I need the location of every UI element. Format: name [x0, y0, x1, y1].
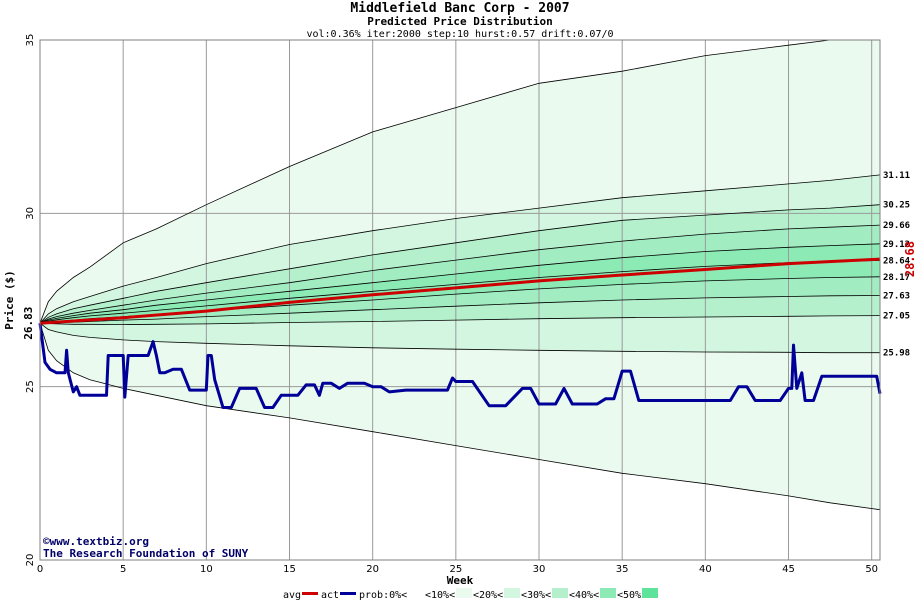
- y-tick-label: 20: [25, 554, 36, 567]
- percentile-labels: 31.11 30.25 29.66 29.12 28.64 28.17 27.63 27.05…: [883, 171, 911, 359]
- percentile-line: [39, 224, 881, 324]
- legend-line-swatch: [340, 592, 356, 595]
- x-tick-label: 15: [283, 564, 296, 575]
- y-axis-label: Price ($): [3, 270, 16, 330]
- probability-band: [40, 225, 880, 324]
- percentile-line: [39, 204, 881, 324]
- chart-subtitle: Predicted Price Distribution: [367, 15, 552, 28]
- percentile-label: 31.11: [883, 171, 910, 181]
- percentile-label: 25.98: [883, 349, 910, 359]
- percentile-lines: [39, 39, 881, 511]
- legend-color-swatch: [642, 588, 658, 598]
- percentile-label: 27.05: [883, 312, 910, 322]
- y-tick-label: 25: [25, 380, 36, 393]
- percentile-label: 30.25: [883, 201, 910, 211]
- probability-band: [40, 40, 880, 324]
- percentile-line: [39, 260, 881, 324]
- x-tick-label: 10: [200, 564, 213, 575]
- x-axis-ticks: 0 5 10 15 20 25 30 35 40 45 50: [37, 564, 878, 575]
- price-series: [38, 257, 882, 409]
- legend-item-label: <10%<: [425, 590, 455, 600]
- legend-item-label: <20%<: [473, 590, 503, 600]
- percentile-line: [39, 243, 881, 324]
- legend-item-label: prob:0%<: [359, 590, 407, 600]
- percentile-line: [39, 39, 880, 324]
- percentile-label: 28.17: [883, 273, 910, 283]
- credit-website: ©www.textbiz.org: [43, 535, 149, 548]
- average-price-line: [39, 257, 881, 325]
- legend-color-swatch: [504, 588, 520, 598]
- actual-price-line: [38, 323, 882, 409]
- probability-band: [40, 295, 880, 325]
- x-tick-label: 45: [782, 564, 795, 575]
- plot-area-frame: [39, 39, 881, 561]
- x-tick-label: 0: [37, 564, 43, 575]
- percentile-label: 29.66: [883, 221, 910, 231]
- legend-item-label: <40%<: [569, 590, 599, 600]
- y-tick-label: 35: [25, 34, 36, 47]
- y-axis-ticks: 20 25 30 35: [25, 34, 36, 567]
- percentile-label: 27.63: [883, 291, 910, 301]
- legend-color-swatch: [456, 588, 472, 598]
- x-tick-label: 25: [449, 564, 462, 575]
- legend-item-label: avg: [283, 590, 301, 600]
- percentile-line: [39, 322, 880, 354]
- probability-band: [40, 204, 880, 324]
- probability-band: [40, 174, 880, 324]
- x-tick-label: 5: [120, 564, 126, 575]
- chart-parameters: vol:0.36% iter:2000 step:10 hurst:0.57 d…: [306, 29, 613, 40]
- percentile-label: 29.12: [883, 240, 910, 250]
- x-tick-label: 20: [366, 564, 379, 575]
- percentile-line: [39, 174, 881, 324]
- x-axis-label: Week: [447, 574, 474, 587]
- probability-band: [40, 323, 880, 510]
- legend-color-swatch: [552, 588, 568, 598]
- x-tick-label: 30: [533, 564, 546, 575]
- legend-color-swatch: [408, 588, 424, 598]
- chart-title: Middlefield Banc Corp - 2007: [350, 1, 569, 16]
- probability-bands: [40, 40, 880, 510]
- legend-item-label: act: [321, 590, 339, 600]
- x-tick-label: 50: [865, 564, 878, 575]
- legend-item-label: <50%: [617, 590, 641, 600]
- legend-color-swatch: [600, 588, 616, 598]
- x-tick-label: 40: [699, 564, 712, 575]
- start-price-label: 26.83: [22, 307, 35, 340]
- final-average-label: 28.68: [903, 241, 917, 277]
- legend-line-swatch: [302, 592, 318, 595]
- x-tick-label: 35: [616, 564, 629, 575]
- legend: avg act prob:0%< <10%< <20%< <30%< <40%< <50%: [283, 588, 658, 600]
- probability-band: [40, 315, 880, 353]
- probability-band: [40, 243, 880, 324]
- percentile-label: 28.64: [883, 256, 911, 266]
- credit-organization: The Research Foundation of SUNY: [43, 547, 249, 560]
- percentile-line: [39, 315, 881, 326]
- legend-item-label: <30%<: [521, 590, 551, 600]
- y-tick-label: 30: [25, 207, 36, 220]
- probability-band: [40, 276, 880, 324]
